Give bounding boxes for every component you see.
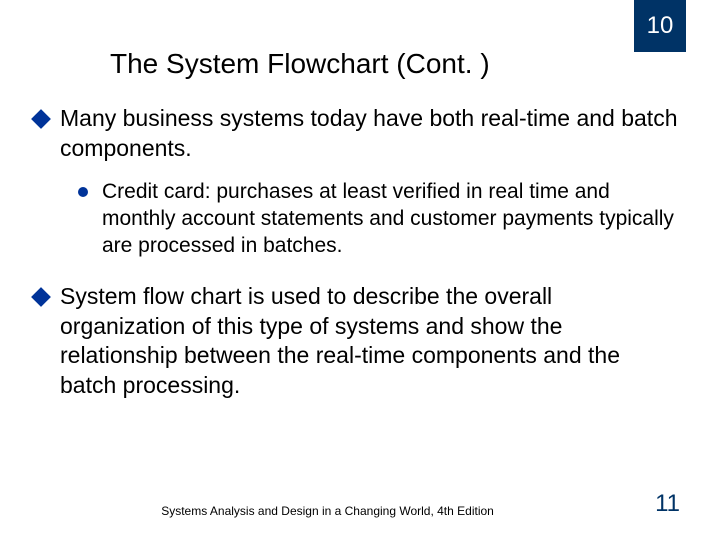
chapter-number: 10 (647, 12, 674, 40)
diamond-bullet-icon (31, 287, 51, 307)
slide-title: The System Flowchart (Cont. ) (110, 48, 490, 80)
bullet-sub-item: Credit card: purchases at least verified… (78, 178, 680, 260)
content-area: Many business systems today have both re… (34, 104, 680, 415)
bullet-text: Many business systems today have both re… (60, 104, 680, 164)
bullet-text: Credit card: purchases at least verified… (102, 178, 680, 260)
chapter-badge: 10 (634, 0, 686, 52)
page-number: 11 (655, 490, 680, 518)
bullet-item: Many business systems today have both re… (34, 104, 680, 164)
bullet-item: System flow chart is used to describe th… (34, 282, 680, 402)
dot-bullet-icon (78, 187, 88, 197)
footer-text: Systems Analysis and Design in a Changin… (0, 504, 655, 518)
bullet-text: System flow chart is used to describe th… (60, 282, 680, 402)
footer: Systems Analysis and Design in a Changin… (0, 490, 720, 518)
diamond-bullet-icon (31, 109, 51, 129)
